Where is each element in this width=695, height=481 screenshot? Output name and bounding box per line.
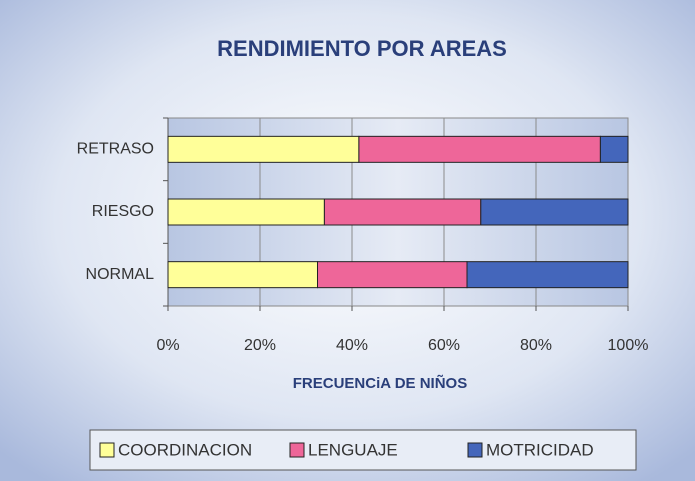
x-tick-label: 20% <box>244 337 276 354</box>
x-axis-title: FRECUENCiA DE NIÑOS <box>293 374 467 392</box>
bar-segment <box>167 198 325 226</box>
chart-title: RENDIMIENTO POR AREAS <box>217 36 507 61</box>
x-tick-label: 60% <box>428 337 460 354</box>
legend-label: MOTRICIDAD <box>486 440 594 459</box>
legend-swatch <box>289 442 305 458</box>
legend-box <box>89 429 637 471</box>
legend-label: LENGUAJE <box>308 440 398 459</box>
y-tick-label: RETRASO <box>77 141 154 158</box>
x-tick-label: 100% <box>608 337 649 354</box>
legend-swatch <box>99 442 115 458</box>
bar-segment <box>358 135 601 163</box>
y-tick-label: NORMAL <box>86 266 155 283</box>
bar-segment <box>323 198 482 226</box>
x-tick-label: 0% <box>156 337 179 354</box>
legend-swatch <box>467 442 483 458</box>
bar-segment <box>466 261 629 289</box>
y-tick-label: RIESGO <box>92 203 154 220</box>
bar-segment <box>480 198 629 226</box>
bar-segment <box>167 261 318 289</box>
x-tick-label: 40% <box>336 337 368 354</box>
bar-segment <box>167 135 360 163</box>
bar-segment <box>599 135 629 163</box>
legend-label: COORDINACION <box>118 440 252 459</box>
x-tick-label: 80% <box>520 337 552 354</box>
bar-segment <box>317 261 468 289</box>
